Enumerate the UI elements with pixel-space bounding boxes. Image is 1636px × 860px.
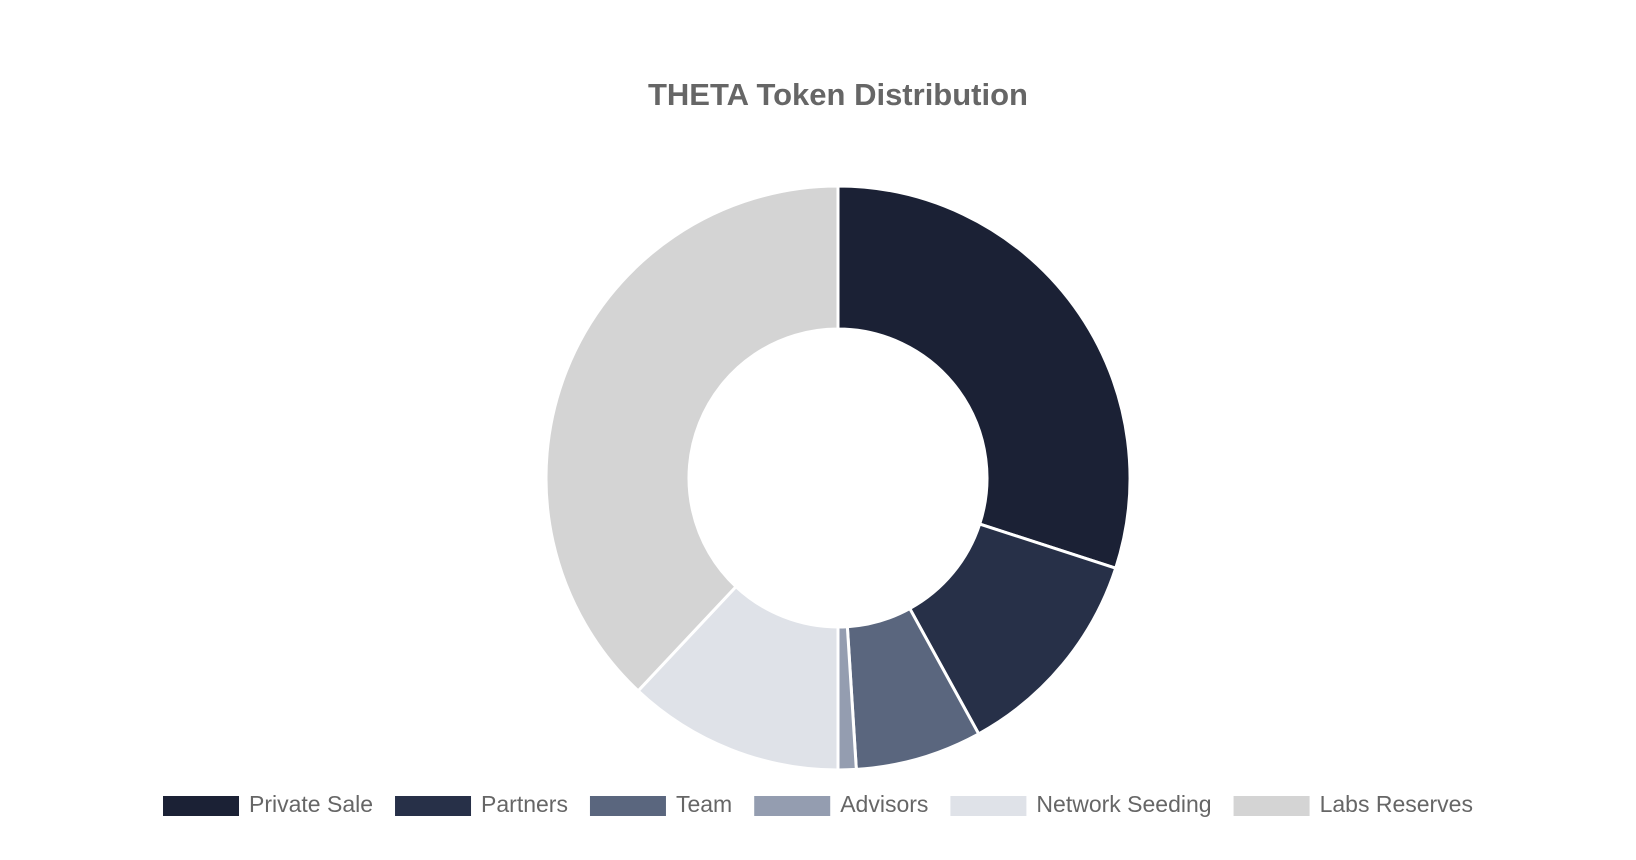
legend-swatch (950, 796, 1027, 816)
legend: Private Sale Partners Team Advisors Network … (163, 791, 1473, 817)
legend-label: Advisors (840, 791, 928, 817)
chart-title: THETA Token Distribution (648, 77, 1028, 112)
legend-swatch (754, 796, 831, 816)
legend-label: Team (676, 791, 732, 817)
slice (544, 184, 840, 693)
legend-label: Network Seeding (1036, 791, 1211, 817)
legend-swatch (163, 796, 240, 816)
legend-label: Labs Reserves (1320, 791, 1473, 817)
legend-swatch (1233, 796, 1310, 816)
legend-swatch (589, 796, 666, 816)
slice (836, 184, 1132, 571)
legend-label: Private Sale (249, 791, 373, 817)
legend-swatch (395, 796, 472, 816)
legend-label: Partners (481, 791, 568, 817)
